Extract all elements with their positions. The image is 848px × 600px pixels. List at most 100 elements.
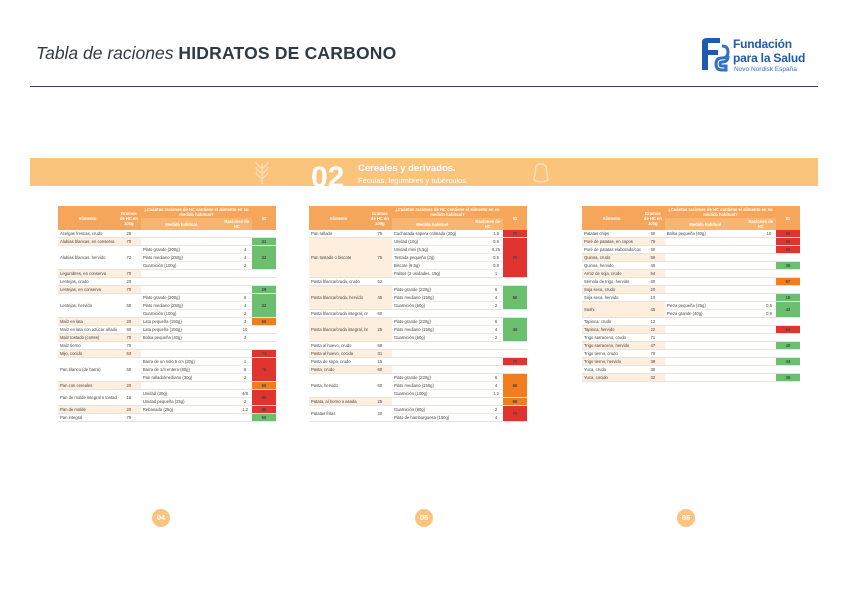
col-header-rations: Raciones de HC [745,218,776,230]
ig-badge [503,349,527,358]
grams-value: 25 [126,231,132,236]
measure-rations: 6 [494,319,498,324]
grams-value: 70 [116,237,141,246]
table-row: Pasta al huevo, crudo 59 [309,341,527,350]
food-name: Trigo sarraceno, crudo [584,335,626,340]
food-name: Sémola de trigo, hervido [584,279,630,284]
measure-item: Pieza pequeña (25g) 0,5 [664,302,776,310]
measure-list [392,342,503,350]
measure-list [392,310,503,318]
grams-value: 45 [367,285,392,310]
measure-rations: 6 [494,375,498,380]
measure-list [392,278,503,286]
logo-line1: Fundación [733,37,792,51]
measure-rations: 10 [242,327,248,332]
grams-value: 18 [126,395,132,400]
grams-value: 50 [126,367,132,372]
grams-value: 70 [116,269,141,278]
ig-badge [776,253,800,262]
measure-rations: 6 [494,287,498,292]
ig-badge: 67 [776,277,800,286]
food-name: Pan rallado [311,231,333,236]
measure-rations: 4 [243,247,247,252]
measure-rations: 1,2 [242,407,248,412]
food-name: Patatas chips [584,231,610,236]
ig-badge [776,349,800,358]
col-header-food: Alimento [58,206,117,230]
measure-rations: 0,8 [493,263,499,268]
measure-item: Plato mediano (150g) 4 [391,326,503,334]
measure-item: Plato grande (300g) 6 [140,294,252,302]
measure-item: Guarnición (100g) 1,2 [392,390,503,397]
ig-badge [252,325,276,334]
ig-badge: 71 [252,349,276,358]
measure-label: Plato mediano (250g) [142,303,183,308]
ig-badge [252,341,276,350]
measure-list [141,382,252,390]
table-row: Yuca, crudo 35 [582,365,800,374]
ration-table: Alimento Gramos de HC en 100g ¿Cuántas rac… [309,206,527,422]
measure-list: Plato grande (220g) 6 Plato mediano (150g)… [391,318,503,342]
grams-value: 45 [650,263,656,268]
measure-item: Guarnición (80g) 2 [391,406,503,414]
grams-value: 20 [116,405,141,414]
page-title: Tabla de raciones HIDRATOS DE CARBONO [36,43,396,64]
grams-value: 70 [650,351,656,356]
measure-item: Barra de 1/4 entera (80g) 8 [140,366,252,374]
col-header-measure: Medida habitual [664,218,746,230]
measure-rations: 0,9 [766,311,772,316]
food-name: Trigo tierno, crudo [584,351,618,356]
header-divider [30,86,818,87]
table-row: Pan de molde 20 Rebanada (25g) 1,2 85 [58,405,276,414]
ig-badge: 90 [776,237,800,246]
ig-badge: 40 [776,341,800,350]
measure-item: Plato grande (220g) 6 [391,286,503,294]
grams-value: 72 [126,255,132,260]
food-name: Pasta al huevo, crudo [311,343,352,348]
measure-label: Bolsa pequeña (40g) [666,231,706,236]
food-name: Pan tostado o biscote [309,237,368,278]
measure-list: Plato grande (300g) 4 Plato mediano (250g)… [140,246,252,270]
table-row: Puré de patatas, en copos 75 90 [582,237,800,246]
table-row: Yuca, cocido 32 35 [582,373,800,382]
measure-item: Tostada pequeña (2g) 0,5 [391,254,503,262]
logo-line2: para la Salud [733,51,806,65]
ration-table: Alimento Gramos de HC en 100g ¿Cuántas rac… [582,206,800,382]
grain-sack-icon [533,163,549,183]
measure-list [141,350,252,358]
grams-value: 75 [377,231,383,236]
grams-value: 75 [126,415,132,420]
grams-value: 59 [640,253,665,262]
measure-rations: 2 [494,407,498,412]
measure-label: Plato mediano (250g) [142,255,183,260]
measure-label: Guarnición (100g) [142,263,177,268]
food-name: Tapioca, crudo [584,319,612,324]
measure-rations: 0,5 [766,303,772,308]
measure-rations: 2 [243,311,247,316]
col-header-rations: Raciones de HC [472,218,503,230]
food-name: Yuca, crudo [584,367,607,372]
measure-list [665,350,776,358]
ig-badge [503,341,527,350]
measure-list: Bolsa pequeña (40g) 3 [141,334,252,342]
food-name: Lentejas, hervido [60,303,92,308]
measure-list [141,230,252,238]
measure-list [392,398,503,406]
food-name: Pasta, hervido [311,383,338,388]
table-row: Patata, al horno o asada 25 60 [309,397,527,406]
grams-value: 70 [116,285,141,294]
col-header-grams: Gramos de HC en 100g [116,206,141,230]
page-number-06: 06 [677,509,695,527]
measure-label: Guarnición (60g) [393,335,426,340]
grams-value: 15 [377,359,383,364]
food-name: Alubias blancas, en conserva [58,237,117,246]
measure-rations: 0,6 [493,239,499,244]
measure-item: Plato mediano (250g) 4 [140,302,252,310]
measure-item: Plato mediano (150g) 4 [391,294,503,302]
food-name: Trigo sarraceno, hervido [582,341,641,350]
grams-value: 60 [650,279,656,284]
table-row: Pasta al huevo, cocida 31 [309,349,527,358]
table-row: Maíz en lata con azúcar añadido 90 Lata pe… [58,325,276,334]
fundacion-logo: Fundación para la Salud Novo Nordisk Esp… [698,36,818,76]
food-name: Acelgas frescas, crudo [60,231,103,236]
